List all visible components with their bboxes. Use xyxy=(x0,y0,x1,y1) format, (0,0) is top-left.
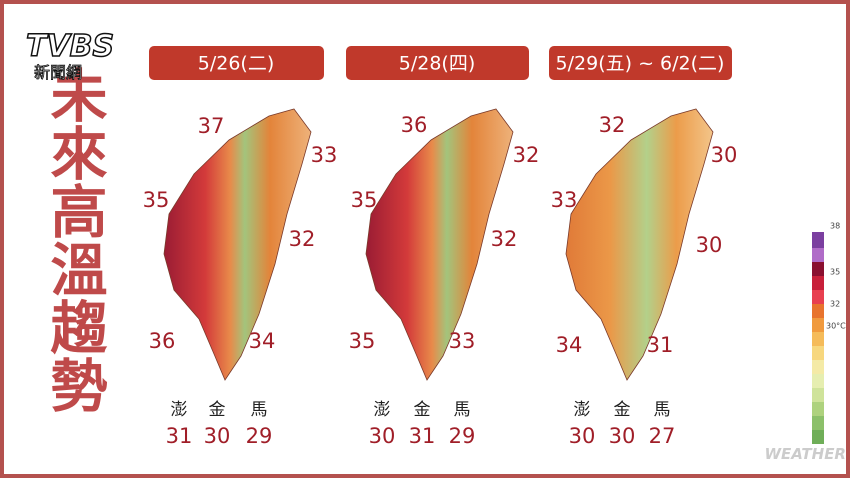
temp: 33 xyxy=(311,143,338,167)
island-name: 馬 xyxy=(251,400,268,420)
island-temp: 30 xyxy=(369,424,396,448)
island-name: 金 xyxy=(614,400,631,420)
temp: 34 xyxy=(556,333,583,357)
temp: 36 xyxy=(401,113,428,137)
island-name: 馬 xyxy=(454,400,471,420)
island-name: 澎 xyxy=(574,400,591,420)
temp: 34 xyxy=(249,329,276,353)
legend-label: 38 xyxy=(830,222,840,231)
temp: 33 xyxy=(449,329,476,353)
watermark: WEATHER xyxy=(764,445,846,463)
logo: TVBS 新聞網 xyxy=(25,28,115,82)
island-temp: 30 xyxy=(609,424,636,448)
legend-label: 30°C xyxy=(826,322,846,331)
temp: 36 xyxy=(149,329,176,353)
date-label: 5/29(五) ~ 6/2(二) xyxy=(556,53,725,75)
date-header xyxy=(549,46,732,80)
island-temp: 30 xyxy=(204,424,231,448)
temp: 35 xyxy=(351,188,378,212)
island-temp: 27 xyxy=(649,424,676,448)
date-label: 5/26(二) xyxy=(198,53,275,75)
island-name: 金 xyxy=(209,400,226,420)
vertical-title: 未來高溫趨勢 xyxy=(41,66,107,414)
islands: 澎 31 金 30 馬 29 澎 30 金 31 馬 29 澎 30 金 30 馬 27 xyxy=(166,400,676,448)
island-temp: 31 xyxy=(166,424,193,448)
date-header xyxy=(346,46,529,80)
island-name: 澎 xyxy=(374,400,391,420)
island-name: 馬 xyxy=(654,400,671,420)
temp: 31 xyxy=(647,333,674,357)
temp: 37 xyxy=(198,114,225,138)
taiwan-map xyxy=(565,108,714,381)
legend: 38 35 32 30°C xyxy=(812,222,846,444)
temp: 35 xyxy=(143,188,170,212)
temp: 35 xyxy=(349,329,376,353)
temp: 30 xyxy=(711,143,738,167)
legend-label: 35 xyxy=(830,268,840,277)
island-name: 澎 xyxy=(171,400,188,420)
island-temp: 30 xyxy=(569,424,596,448)
island-temp: 31 xyxy=(409,424,436,448)
legend-label: 32 xyxy=(830,300,840,309)
temp: 32 xyxy=(289,227,316,251)
temp: 30 xyxy=(696,233,723,257)
logo-brand: TVBS xyxy=(26,29,114,64)
temp: 32 xyxy=(491,227,518,251)
logo-subtitle: 新聞網 xyxy=(34,63,82,82)
temp: 33 xyxy=(551,188,578,212)
date-header xyxy=(149,46,324,80)
island-temp: 29 xyxy=(246,424,273,448)
island-name: 金 xyxy=(414,400,431,420)
date-label: 5/28(四) xyxy=(399,53,476,75)
temp: 32 xyxy=(599,113,626,137)
graphic: TVBS 新聞網 5/26(二) 5/28(四) 5/29(五) ~ 6/2(二… xyxy=(25,28,846,463)
island-temp: 29 xyxy=(449,424,476,448)
temp: 32 xyxy=(513,143,540,167)
